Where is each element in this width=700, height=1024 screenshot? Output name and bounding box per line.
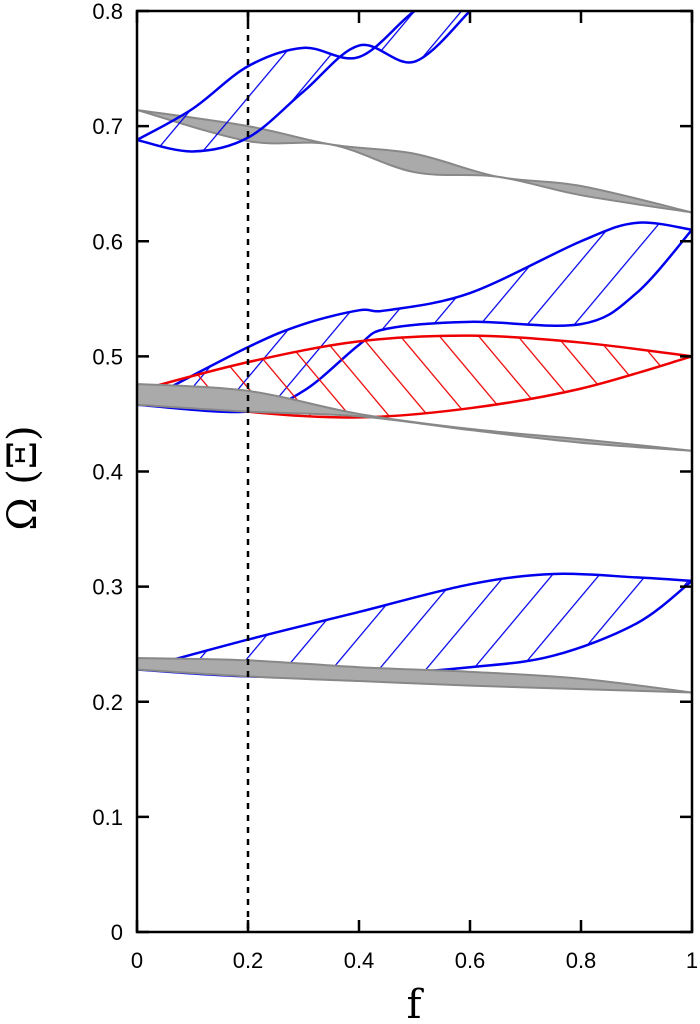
gray-band-1 — [137, 109, 692, 214]
x-tick-label: 1 — [686, 948, 698, 973]
y-tick-label: 0.7 — [92, 114, 123, 139]
y-tick-label: 0.6 — [92, 229, 123, 254]
axis-ticks: 0 0.2 0.4 0.6 0.8 1 0 0.1 0.2 0.3 0.4 0.5 0.6 0.7 0.8 — [92, 0, 698, 973]
y-tick-label: 0 — [111, 920, 123, 945]
y-tick-label: 0.4 — [92, 460, 123, 485]
x-tick-label: 0.6 — [455, 948, 486, 973]
y-tick-label: 0.2 — [92, 690, 123, 715]
x-tick-label: 0 — [131, 948, 143, 973]
y-tick-label: 0.1 — [92, 805, 123, 830]
x-tick-label: 0.2 — [233, 948, 264, 973]
y-tick-label: 0.8 — [92, 0, 123, 24]
blue-band-upper — [137, 11, 472, 153]
y-axis-label: Ω (Ξ) — [0, 425, 46, 530]
x-tick-label: 0.8 — [566, 948, 597, 973]
y-tick-label: 0.3 — [92, 575, 123, 600]
y-tick-label: 0.5 — [92, 344, 123, 369]
plot-area — [137, 11, 692, 694]
x-axis-label: f — [407, 982, 425, 1024]
x-tick-label: 0.4 — [344, 948, 375, 973]
